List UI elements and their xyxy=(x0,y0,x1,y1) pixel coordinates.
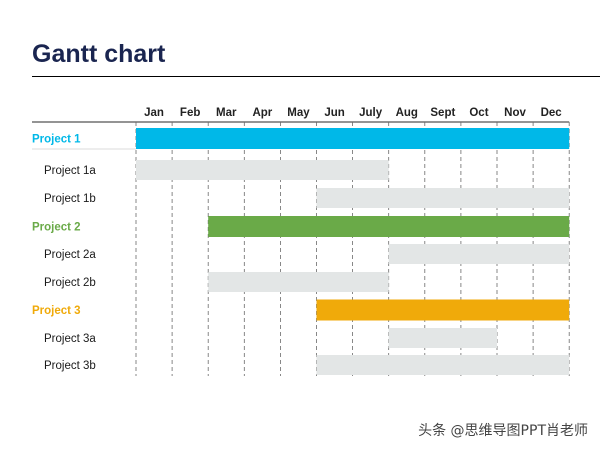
month-label: Mar xyxy=(216,107,237,119)
project-label: Project 3 xyxy=(32,305,81,317)
task-bar xyxy=(388,244,570,264)
project-bar xyxy=(316,299,570,321)
month-label: Oct xyxy=(469,107,488,119)
task-bars xyxy=(136,128,570,375)
month-label: Feb xyxy=(180,107,200,119)
task-bar xyxy=(388,328,497,348)
task-label: Project 3a xyxy=(44,333,96,345)
month-label: Apr xyxy=(252,107,272,119)
project-label: Project 2 xyxy=(32,222,81,234)
task-label: Project 3b xyxy=(44,360,96,372)
task-bar xyxy=(316,355,570,375)
task-labels: Project 1 Project 1a Project 1b Project 2 Pr… xyxy=(32,134,96,373)
task-label: Project 2a xyxy=(44,249,96,261)
month-axis: Jan Feb Mar Apr May Jun July Aug Sept Oct Nov Dec xyxy=(144,107,562,119)
task-label: Project 1a xyxy=(44,165,96,177)
task-bar xyxy=(136,160,389,180)
project-bar xyxy=(208,216,570,237)
month-label: July xyxy=(359,107,383,119)
title-divider xyxy=(32,76,600,77)
month-label: Jan xyxy=(144,107,164,119)
month-label: Sept xyxy=(430,107,455,119)
task-label: Project 1b xyxy=(44,193,96,205)
project-bar xyxy=(136,128,570,149)
month-label: Aug xyxy=(396,107,418,119)
month-label: Nov xyxy=(504,107,526,119)
task-bar xyxy=(316,188,570,208)
month-label: May xyxy=(287,107,310,119)
task-label: Project 2b xyxy=(44,277,96,289)
month-label: Dec xyxy=(541,107,563,119)
task-bar xyxy=(208,272,389,292)
page-title: Gantt chart xyxy=(32,40,166,68)
watermark: 头条 @思维导图PPT肖老师 xyxy=(418,423,588,439)
project-label: Project 1 xyxy=(32,134,81,146)
month-label: Jun xyxy=(324,107,344,119)
